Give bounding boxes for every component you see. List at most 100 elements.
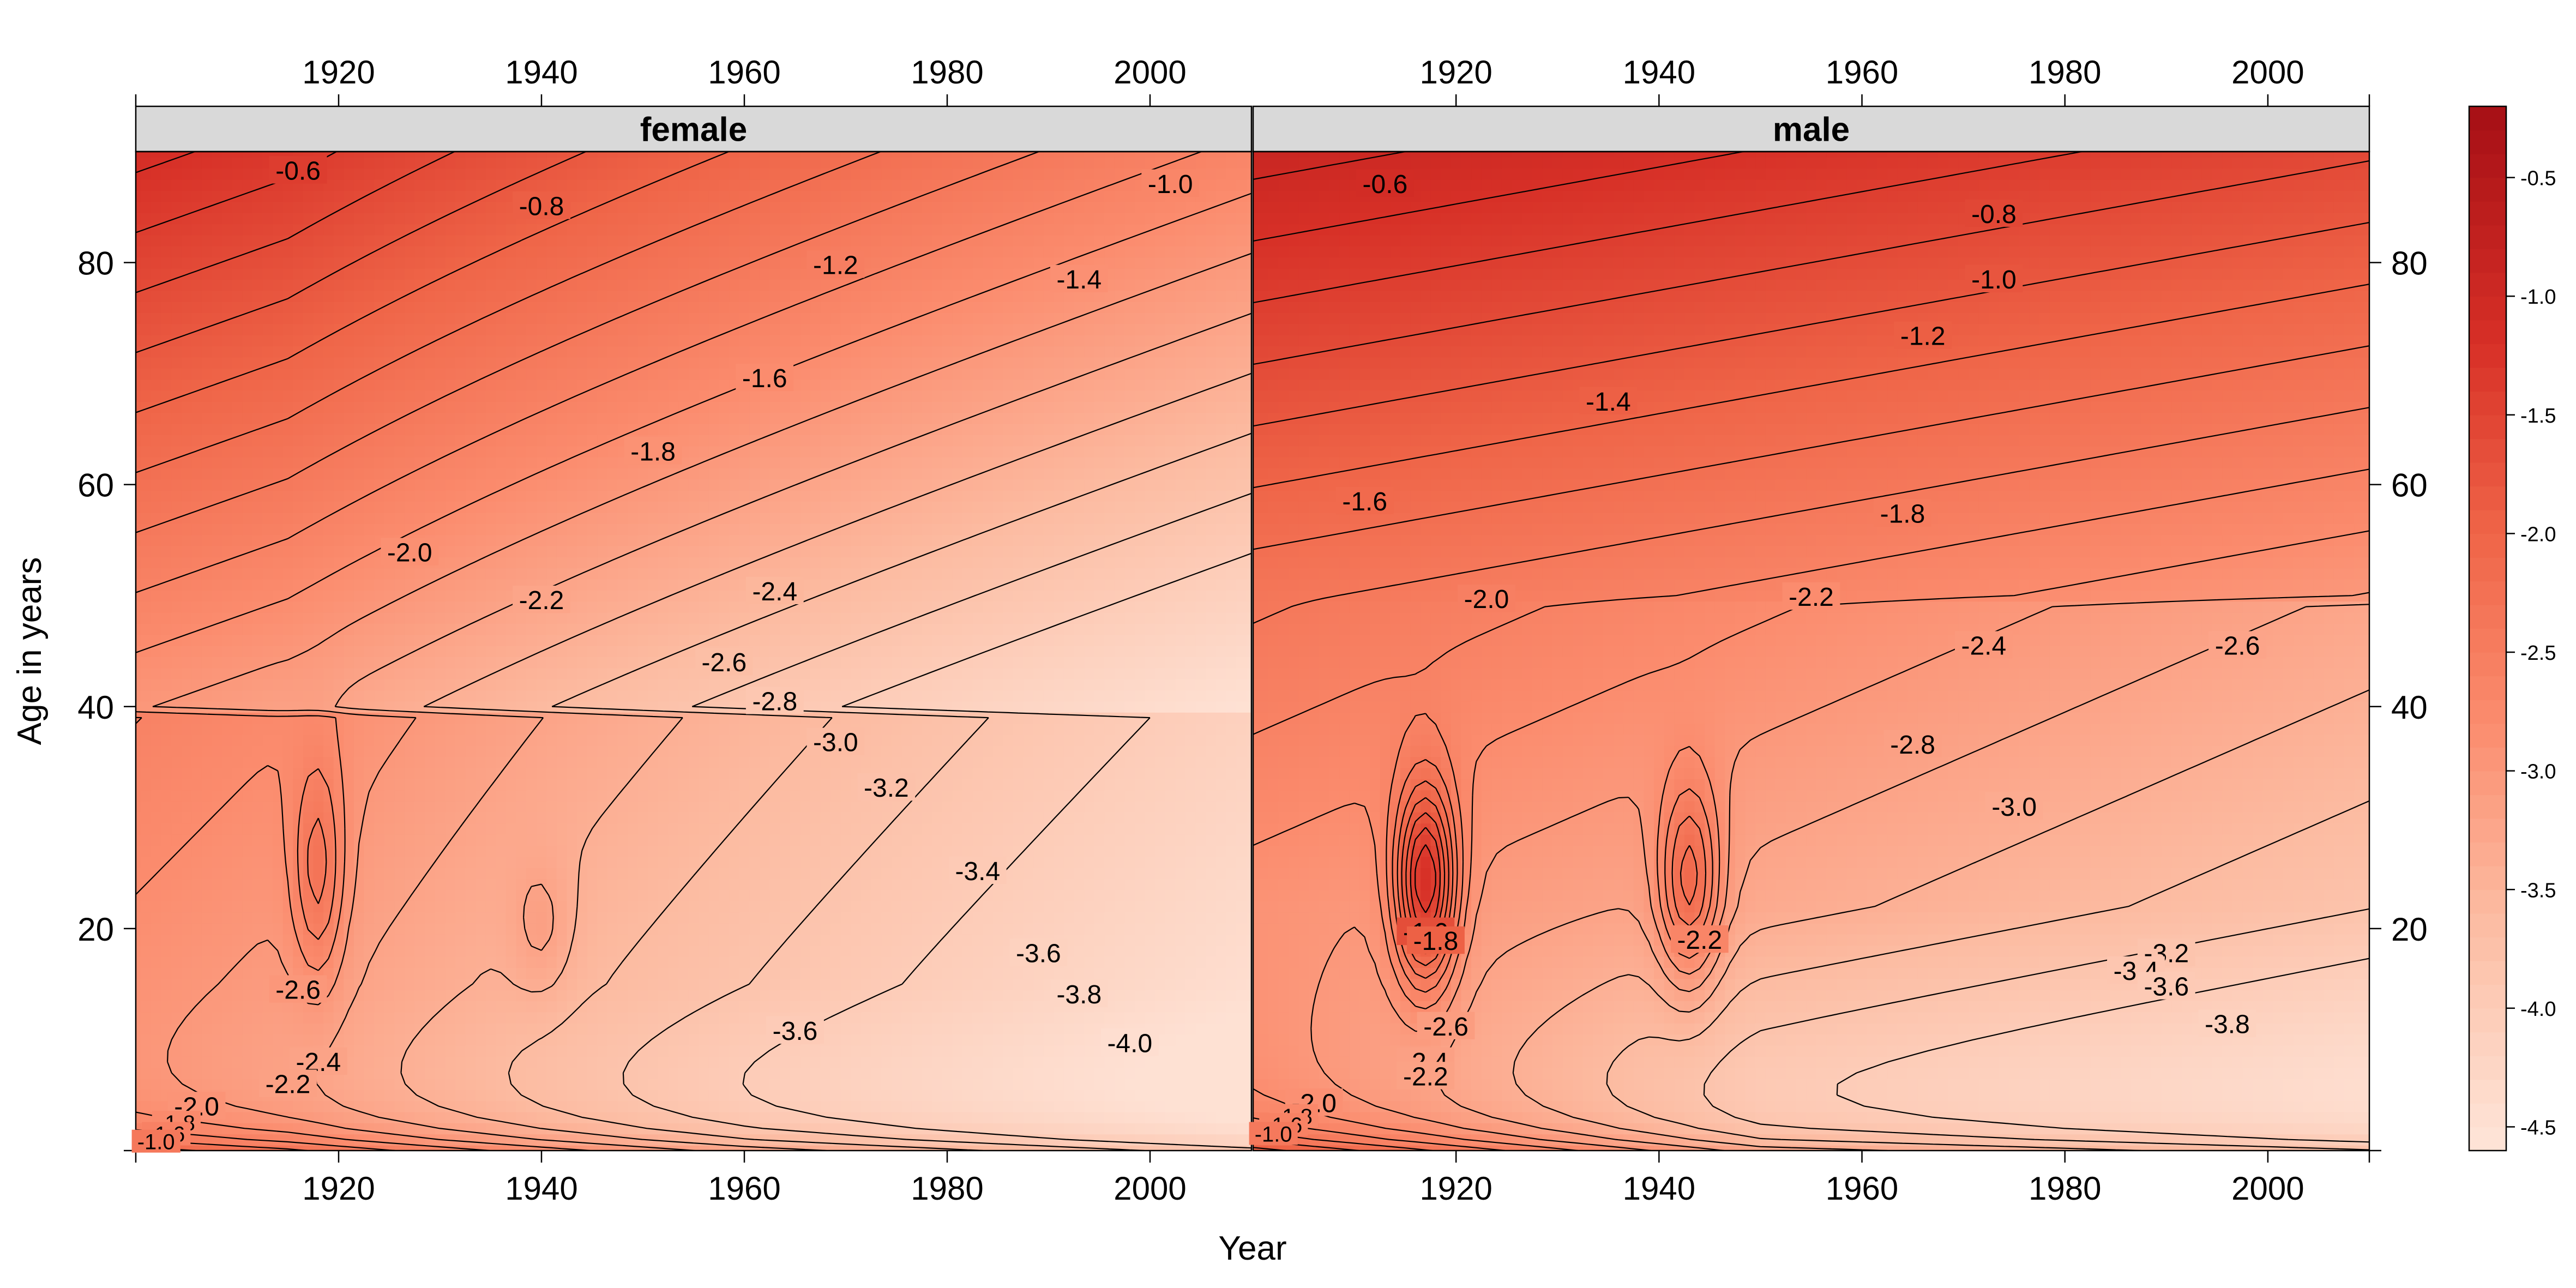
heat-cell bbox=[1226, 934, 1237, 946]
heat-cell bbox=[699, 923, 709, 935]
heat-cell bbox=[282, 823, 294, 835]
heat-cell bbox=[840, 978, 852, 990]
heat-cell bbox=[1074, 712, 1085, 724]
heat-cell bbox=[1074, 1012, 1085, 1024]
heat-cell bbox=[333, 878, 345, 890]
heat-cell bbox=[1145, 1123, 1156, 1135]
heat-cell bbox=[871, 923, 882, 935]
heat-cell bbox=[1013, 856, 1024, 868]
heat-cell bbox=[374, 779, 385, 791]
heat-cell bbox=[1165, 1034, 1176, 1046]
heat-cell bbox=[364, 678, 375, 691]
heat-cell bbox=[313, 812, 324, 824]
heat-cell bbox=[273, 723, 284, 735]
heat-cell bbox=[901, 901, 912, 913]
heat-cell bbox=[1226, 1001, 1237, 1013]
heat-cell bbox=[769, 1078, 780, 1090]
heat-cell bbox=[1246, 767, 1252, 779]
heat-cell bbox=[404, 1045, 416, 1057]
heat-cell bbox=[1236, 856, 1247, 868]
heat-cell bbox=[668, 989, 679, 1001]
heat-cell bbox=[992, 1123, 1004, 1135]
heat-cell bbox=[1033, 690, 1044, 702]
heat-cell bbox=[699, 712, 709, 724]
heat-cell bbox=[232, 1012, 243, 1024]
heat-cell bbox=[1043, 1100, 1055, 1112]
heat-cell bbox=[962, 889, 973, 901]
heat-cell bbox=[505, 779, 517, 791]
heat-cell bbox=[191, 1022, 202, 1035]
heat-cell bbox=[1054, 667, 1064, 679]
heat-cell bbox=[587, 934, 598, 946]
heat-cell bbox=[161, 779, 172, 791]
heat-cell bbox=[729, 834, 740, 846]
heat-cell bbox=[232, 767, 243, 779]
heat-cell bbox=[445, 867, 456, 880]
heat-cell bbox=[688, 901, 700, 913]
heat-cell bbox=[1104, 945, 1115, 957]
heat-cell bbox=[353, 1134, 365, 1146]
heat-cell bbox=[800, 1056, 811, 1068]
heat-cell bbox=[1023, 690, 1034, 702]
heat-cell bbox=[952, 690, 963, 702]
heat-cell bbox=[546, 1111, 557, 1123]
heat-cell bbox=[1074, 878, 1085, 890]
heat-cell bbox=[881, 756, 892, 768]
heat-cell bbox=[668, 967, 679, 979]
heat-cell bbox=[526, 1100, 537, 1112]
heat-cell bbox=[678, 678, 689, 691]
heat-cell bbox=[353, 901, 365, 913]
heat-cell bbox=[952, 1056, 963, 1068]
heat-cell bbox=[1185, 712, 1196, 724]
heat-cell bbox=[1236, 923, 1247, 935]
heat-cell bbox=[637, 767, 649, 779]
heat-cell bbox=[1013, 834, 1024, 846]
heat-cell bbox=[435, 1090, 446, 1102]
heat-cell bbox=[637, 1067, 649, 1079]
heat-cell bbox=[1215, 767, 1227, 779]
heat-cell bbox=[1124, 867, 1135, 880]
heat-cell bbox=[810, 790, 821, 802]
heat-cell bbox=[810, 712, 821, 724]
heat-cell bbox=[1104, 1067, 1115, 1079]
heat-cell bbox=[729, 856, 740, 868]
heat-cell bbox=[942, 1100, 953, 1112]
heat-cell bbox=[759, 812, 771, 824]
heat-cell bbox=[1185, 1078, 1196, 1090]
heat-cell bbox=[1054, 657, 1064, 669]
heat-cell bbox=[708, 912, 720, 924]
heat-cell bbox=[212, 845, 222, 857]
heat-cell bbox=[1114, 801, 1126, 812]
heat-cell bbox=[323, 1078, 334, 1090]
heat-cell bbox=[1175, 801, 1186, 812]
heat-cell bbox=[1165, 678, 1176, 691]
heat-cell bbox=[860, 801, 872, 812]
heat-cell bbox=[820, 856, 831, 868]
heat-cell bbox=[699, 1100, 709, 1112]
heat-cell bbox=[1114, 812, 1126, 824]
heat-cell bbox=[1206, 856, 1217, 868]
heat-cell bbox=[1003, 1022, 1014, 1035]
heat-cell bbox=[151, 767, 162, 779]
heat-cell bbox=[333, 667, 345, 679]
heat-cell bbox=[1003, 678, 1014, 691]
heat-cell bbox=[607, 701, 618, 713]
heat-cell bbox=[323, 923, 334, 935]
heat-cell bbox=[1246, 845, 1252, 857]
heat-cell bbox=[374, 1034, 385, 1046]
heat-cell bbox=[536, 1001, 547, 1013]
heat-cell bbox=[333, 934, 345, 946]
heat-cell bbox=[201, 823, 213, 835]
heat-cell bbox=[708, 745, 720, 757]
heat-cell bbox=[161, 856, 172, 868]
heat-cell bbox=[191, 967, 202, 979]
heat-cell bbox=[972, 889, 983, 901]
heat-cell bbox=[699, 801, 709, 812]
heat-cell bbox=[668, 912, 679, 924]
heat-cell bbox=[1054, 767, 1064, 779]
heat-cell bbox=[1185, 856, 1196, 868]
heat-cell bbox=[232, 1045, 243, 1057]
heat-cell bbox=[1155, 845, 1166, 857]
heat-cell bbox=[516, 779, 527, 791]
heat-cell bbox=[333, 657, 345, 669]
